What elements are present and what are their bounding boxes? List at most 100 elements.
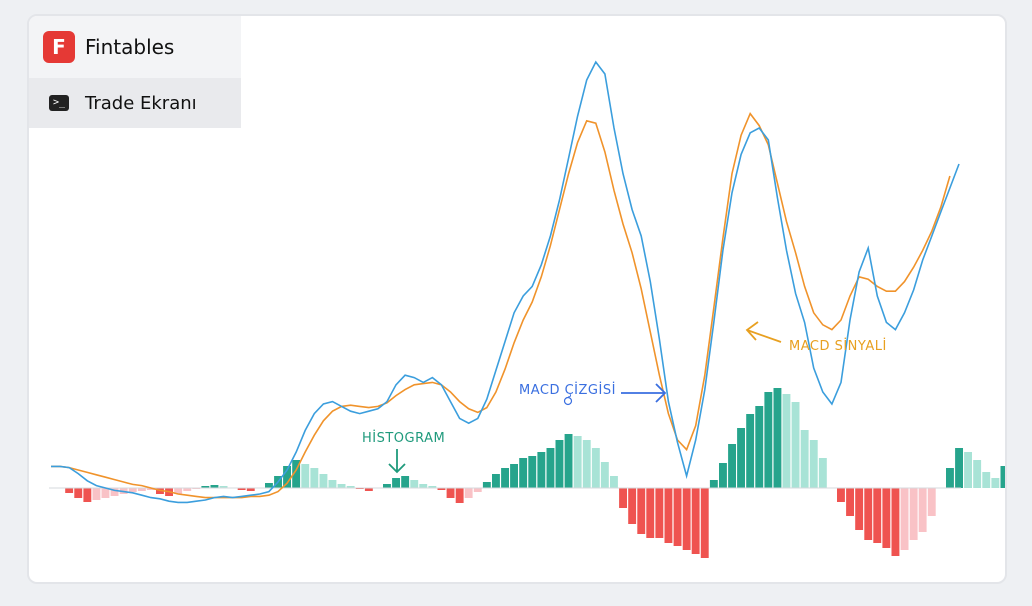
histogram-bar [682,488,691,550]
menu-item-label: Trade Ekranı [85,92,197,114]
histogram-bar [900,488,909,550]
histogram-bar [637,488,646,534]
histogram-bar [292,460,301,488]
small-circle-marker [563,396,573,406]
histogram-bars [65,388,1005,558]
macd-chart: HİSTOGRAM MACD ÇİZGİSİ MACD SİNYALİ [49,60,1005,558]
macd-line-annotation: MACD ÇİZGİSİ [519,382,667,406]
histogram-annotation: HİSTOGRAM [362,430,445,474]
histogram-bar [310,468,319,488]
histogram-bar [364,488,373,491]
histogram-bar [764,392,773,488]
down-arrow-icon [388,449,406,474]
histogram-bar [864,488,873,540]
histogram-bar [419,484,428,488]
histogram-bar [83,488,92,502]
histogram-bar [101,488,110,498]
histogram-bar [837,488,845,502]
histogram-bar [464,488,473,498]
signal-label: MACD SİNYALİ [789,338,887,354]
histogram-bar [737,428,745,488]
histogram-bar [646,488,655,538]
histogram-bar [437,488,446,490]
histogram-bar [383,484,391,488]
histogram-bar [628,488,637,524]
histogram-bar [855,488,864,530]
histogram-bar [492,474,500,488]
histogram-bar [337,484,346,488]
histogram-bar [346,486,355,488]
histogram-bar [800,430,809,488]
histogram-bar [1000,466,1005,488]
histogram-bar [918,488,927,532]
histogram-bar [428,486,437,488]
histogram-bar [964,452,972,488]
histogram-bar [328,480,337,488]
menu-item-trade-screen[interactable]: >_ Trade Ekranı [29,78,241,128]
histogram-bar [600,462,609,488]
histogram-bar [673,488,682,546]
histogram-bar [909,488,918,540]
histogram-bar [319,474,328,488]
histogram-bar [110,488,119,496]
histogram-bar [210,485,219,488]
histogram-bar [591,448,600,488]
histogram-bar [818,458,827,488]
histogram-bar [401,476,410,488]
histogram-bar [582,440,591,488]
histogram-bar [183,488,192,491]
histogram-bar [410,480,419,488]
histogram-bar [619,488,627,508]
chart-card: HİSTOGRAM MACD ÇİZGİSİ MACD SİNYALİ F Fi… [27,14,1007,584]
histogram-bar [882,488,891,548]
histogram-bar [927,488,936,516]
histogram-bar [392,478,400,488]
histogram-bar [246,488,255,491]
histogram-bar [655,488,664,538]
histogram-bar [709,480,718,488]
histogram-bar [564,434,573,488]
histogram-bar [728,444,736,488]
histogram-bar [546,448,555,488]
histogram-label: HİSTOGRAM [362,430,445,446]
histogram-bar [519,458,528,488]
histogram-bar [537,452,546,488]
app-name: Fintables [85,35,175,59]
histogram-bar [283,466,291,488]
histogram-bar [528,456,537,488]
histogram-bar [746,414,755,488]
histogram-bar [301,464,310,488]
right-arrow-icon [621,383,667,403]
histogram-bar [664,488,673,543]
histogram-bar [219,486,228,488]
histogram-bar [973,460,982,488]
histogram-bar [501,468,509,488]
histogram-bar [809,440,818,488]
histogram-bar [174,488,183,494]
histogram-bar [482,482,491,488]
histogram-bar [455,488,464,503]
app-header[interactable]: F Fintables [29,16,241,78]
histogram-bar [265,483,273,488]
left-arrow-icon [745,321,782,343]
histogram-bar [891,488,900,556]
histogram-bar [201,486,210,488]
histogram-bar [991,478,1000,488]
histogram-bar [691,488,700,554]
macd-line [51,60,960,504]
histogram-bar [137,488,146,491]
histogram-bar [573,436,582,488]
histogram-bar [719,463,727,488]
histogram-bar [610,476,618,488]
histogram-bar [446,488,455,498]
histogram-bar [555,440,564,488]
fintables-logo-icon: F [43,31,75,63]
macd-signal-line [51,112,951,499]
histogram-bar [782,394,791,488]
histogram-bar [955,448,963,488]
histogram-bar [873,488,882,543]
histogram-bar [755,406,764,488]
side-menu: F Fintables >_ Trade Ekranı [29,16,241,128]
histogram-bar [700,488,709,558]
histogram-bar [946,468,954,488]
